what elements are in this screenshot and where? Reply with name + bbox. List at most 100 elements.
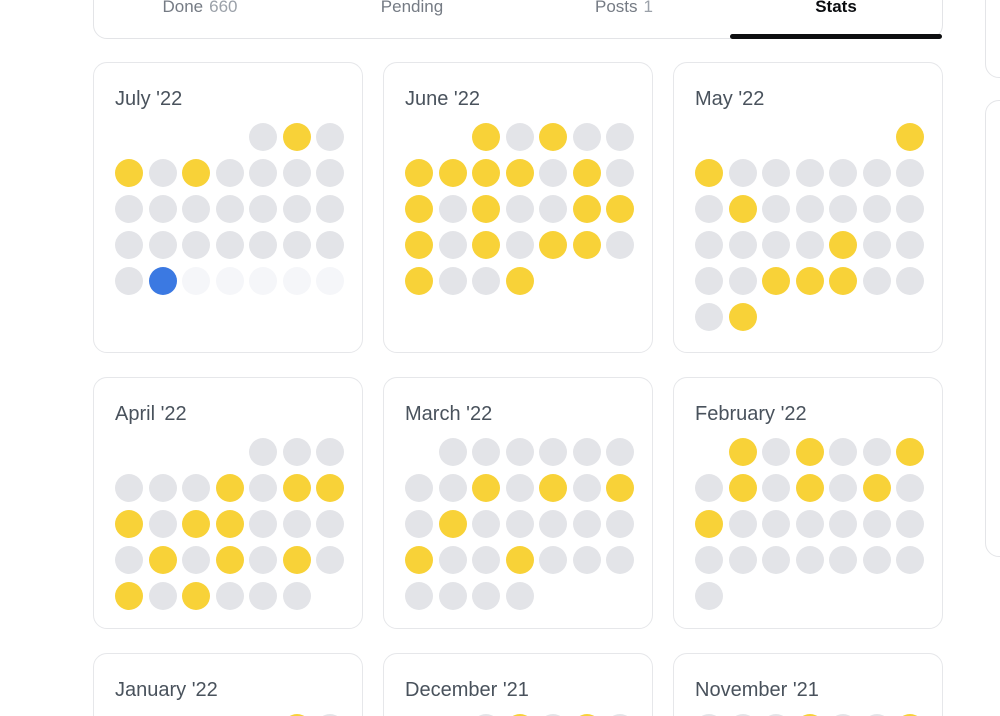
day-dot <box>695 546 723 574</box>
partial-card-right-bottom <box>985 100 1000 557</box>
day-dot <box>539 474 567 502</box>
day-dot <box>282 231 311 259</box>
tab-label: Done <box>162 0 204 16</box>
day-dot <box>182 159 210 187</box>
day-dot <box>249 123 277 151</box>
day-dot-grid <box>695 714 924 716</box>
day-dot <box>896 159 924 187</box>
day-dot <box>472 438 500 466</box>
day-dot <box>829 510 857 538</box>
day-dot <box>472 510 500 538</box>
day-dot <box>539 714 567 716</box>
day-dot <box>695 582 723 610</box>
day-dot <box>182 474 210 502</box>
day-dot <box>728 231 757 259</box>
day-dot <box>795 195 824 223</box>
day-dot <box>795 474 824 502</box>
day-dot <box>505 582 534 610</box>
day-dot <box>215 474 244 502</box>
day-dot-grid <box>695 438 924 610</box>
day-dot <box>472 123 500 151</box>
day-dot <box>728 474 757 502</box>
day-dot <box>472 231 500 259</box>
day-dot <box>282 195 311 223</box>
day-dot <box>316 231 344 259</box>
day-dot-grid <box>405 123 634 295</box>
day-dot <box>282 267 311 295</box>
day-dot <box>215 510 244 538</box>
day-dot <box>606 714 634 716</box>
tab-stats[interactable]: Stats <box>730 0 942 39</box>
day-dot <box>115 474 143 502</box>
day-dot <box>572 159 601 187</box>
day-dot-grid <box>115 438 344 610</box>
day-dot <box>606 510 634 538</box>
tab-label: Pending <box>380 0 444 16</box>
day-dot <box>316 267 344 295</box>
day-dot <box>862 231 891 259</box>
tab-posts[interactable]: Posts 1 <box>518 0 730 38</box>
tab-count-badge: 1 <box>643 0 653 16</box>
day-dot <box>249 267 277 295</box>
day-dot <box>472 195 500 223</box>
day-dot <box>829 546 857 574</box>
day-dot <box>728 714 757 716</box>
day-dot <box>896 195 924 223</box>
day-dot <box>405 195 433 223</box>
day-dot <box>762 546 790 574</box>
day-dot <box>438 582 467 610</box>
month-card-january: January '22 <box>93 653 363 716</box>
day-dot-grid <box>695 123 924 331</box>
day-dot <box>115 267 143 295</box>
day-dot <box>405 267 433 295</box>
day-dot <box>606 195 634 223</box>
day-dot <box>572 714 601 716</box>
month-card-november: November '21 <box>673 653 943 716</box>
day-dot <box>829 231 857 259</box>
day-dot <box>505 510 534 538</box>
day-dot <box>762 474 790 502</box>
day-dot <box>115 195 143 223</box>
day-dot-grid <box>405 714 634 716</box>
day-dot-grid <box>115 714 344 716</box>
day-dot <box>249 438 277 466</box>
day-dot <box>829 195 857 223</box>
day-dot <box>405 231 433 259</box>
tab-done[interactable]: Done 660 <box>94 0 306 38</box>
day-dot <box>572 195 601 223</box>
day-dot <box>282 123 311 151</box>
day-dot <box>539 438 567 466</box>
day-dot-grid <box>405 438 634 610</box>
day-dot <box>862 474 891 502</box>
partial-card-right-top <box>985 0 1000 78</box>
day-dot <box>862 714 891 716</box>
day-dot <box>148 546 177 574</box>
day-dot <box>606 474 634 502</box>
day-dot <box>695 714 723 716</box>
day-dot <box>282 546 311 574</box>
day-dot <box>862 546 891 574</box>
day-dot <box>762 510 790 538</box>
day-dot <box>795 231 824 259</box>
day-dot <box>405 546 433 574</box>
tab-pending[interactable]: Pending <box>306 0 518 38</box>
day-dot <box>695 267 723 295</box>
day-dot <box>695 474 723 502</box>
day-dot <box>862 195 891 223</box>
day-dot <box>215 231 244 259</box>
month-card-december: December '21 <box>383 653 653 716</box>
day-dot <box>148 159 177 187</box>
month-title: November '21 <box>695 679 819 701</box>
day-dot <box>316 123 344 151</box>
month-title: May '22 <box>695 88 765 110</box>
month-calendar-grid: July '22 June '22 May '22 April '22 March '2… <box>93 62 943 716</box>
day-dot <box>795 510 824 538</box>
day-dot <box>505 195 534 223</box>
day-dot <box>282 582 311 610</box>
day-dot <box>572 474 601 502</box>
day-dot <box>182 546 210 574</box>
month-card-february: February '22 <box>673 377 943 629</box>
day-dot <box>606 231 634 259</box>
day-dot <box>115 159 143 187</box>
